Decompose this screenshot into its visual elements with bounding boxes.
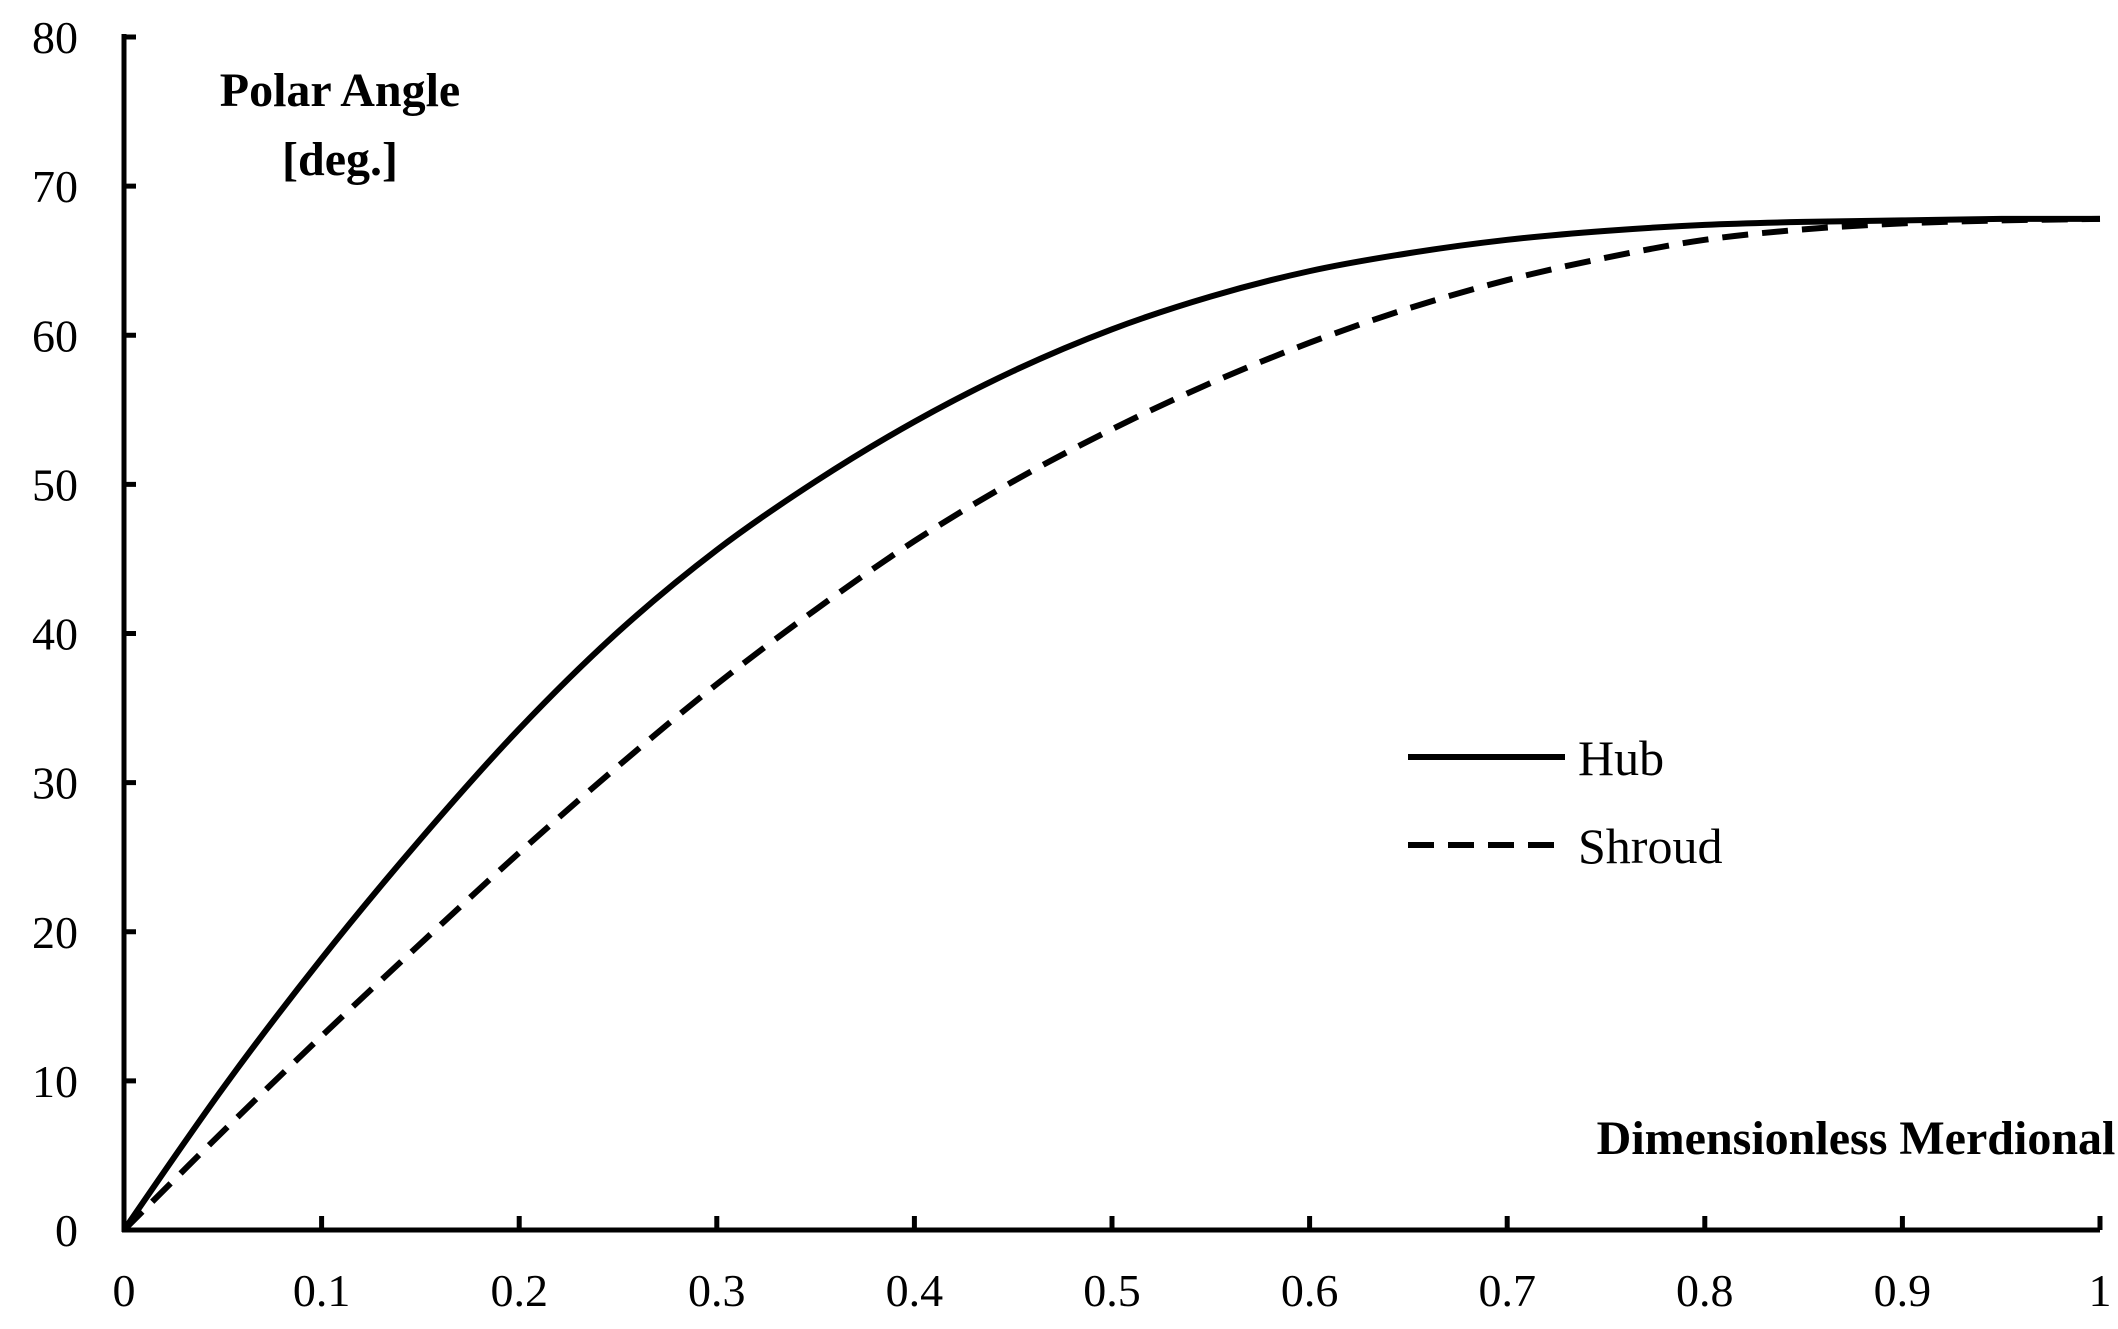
x-tick-label: 0.9 [1874,1265,1932,1316]
y-tick-label: 70 [32,161,78,212]
y-axis-ticks: 0 10 20 30 40 50 60 70 80 [32,12,136,1256]
x-tick-label: 1 [2089,1265,2112,1316]
y-tick-label: 30 [32,758,78,809]
y-tick-label: 40 [32,609,78,660]
x-tick-label: 0.7 [1478,1265,1536,1316]
x-axis-ticks: 0 0.1 0.2 0.3 0.4 0.5 0.6 0.7 0.8 0.9 1 [113,1216,2112,1316]
x-tick-label: 0.6 [1281,1265,1339,1316]
y-tick-label: 60 [32,310,78,361]
y-tick-label: 80 [32,12,78,63]
legend-hub-label: Hub [1578,730,1664,786]
x-axis-title: Dimensionless Merdional Distance [1597,1112,2118,1165]
x-tick-label: 0.4 [886,1265,944,1316]
x-tick-label: 0.5 [1083,1265,1141,1316]
x-tick-label: 0.3 [688,1265,746,1316]
y-tick-label: 10 [32,1056,78,1107]
y-tick-label: 0 [55,1205,78,1256]
series-line-shroud [121,215,2101,1233]
series-line-hub [121,215,2101,1232]
x-tick-label: 0.1 [293,1265,351,1316]
legend: Hub Shroud [1408,730,1722,874]
x-tick-label: 0.8 [1676,1265,1734,1316]
legend-shroud-label: Shroud [1578,818,1722,874]
x-tick-label: 0 [113,1265,136,1316]
y-axis-title-line-2: [deg.] [282,133,398,186]
x-tick-label: 0.2 [490,1265,548,1316]
y-tick-label: 20 [32,907,78,958]
y-tick-label: 50 [32,459,78,510]
series-layer [121,215,2101,1233]
y-axis-title-line-1: Polar Angle [220,64,460,117]
